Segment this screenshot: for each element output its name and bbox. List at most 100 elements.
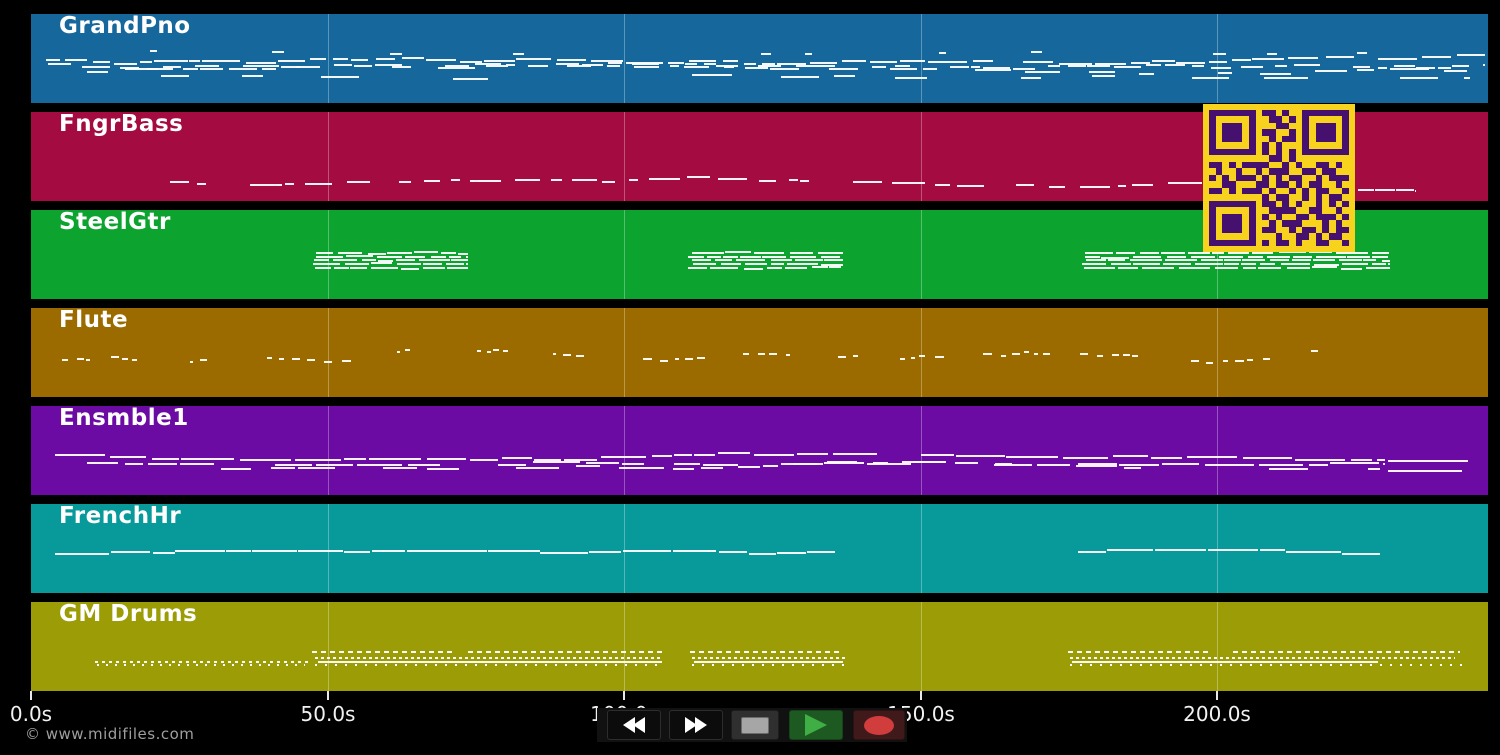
note-segment xyxy=(1311,350,1318,352)
note-segment xyxy=(602,181,615,183)
note-segment xyxy=(763,465,778,467)
note-segment xyxy=(608,62,622,64)
note-segment xyxy=(1330,462,1379,464)
note-segment xyxy=(796,65,835,67)
note-segment xyxy=(1133,256,1161,258)
note-segment xyxy=(740,256,761,258)
note-segment xyxy=(1124,467,1141,469)
note-segment xyxy=(148,463,177,465)
note-segment xyxy=(1078,463,1117,465)
note-segment xyxy=(1342,553,1380,555)
note-segment xyxy=(1168,182,1202,184)
note-segment xyxy=(399,181,411,183)
note-segment xyxy=(310,58,326,60)
note-segment xyxy=(1195,263,1223,265)
note-segment xyxy=(441,252,456,254)
note-segment xyxy=(1001,355,1006,357)
note-segment xyxy=(1260,73,1291,75)
record-button[interactable] xyxy=(853,710,905,740)
note-segment xyxy=(1179,267,1210,269)
note-segment xyxy=(458,253,468,255)
note-segment xyxy=(125,463,143,465)
note-segment xyxy=(928,61,967,63)
note-segment xyxy=(781,463,823,465)
note-segment xyxy=(271,467,295,469)
note-segment xyxy=(82,66,110,68)
note-segment xyxy=(427,468,459,470)
note-segment xyxy=(324,361,332,363)
note-segment xyxy=(983,67,1010,69)
note-segment xyxy=(1223,360,1228,362)
note-segment xyxy=(870,61,897,63)
note-segment xyxy=(971,66,980,68)
note-segment xyxy=(419,259,450,261)
note-segment xyxy=(824,462,864,464)
gridline xyxy=(1217,14,1218,103)
drum-pattern-row xyxy=(1233,651,1460,653)
note-segment xyxy=(649,178,680,180)
transport-bar xyxy=(597,708,907,742)
note-segment xyxy=(307,359,315,361)
note-segment xyxy=(668,62,684,64)
axis-tick xyxy=(623,691,625,700)
note-segment xyxy=(789,179,798,181)
gridline xyxy=(1217,308,1218,397)
note-segment xyxy=(829,68,858,70)
note-segment xyxy=(392,66,411,68)
note-segment xyxy=(660,360,668,362)
note-segment xyxy=(842,60,866,62)
axis-tick xyxy=(30,691,32,700)
note-segment xyxy=(1372,263,1386,265)
note-segment xyxy=(1260,549,1285,551)
note-segment xyxy=(316,256,343,258)
note-segment xyxy=(619,467,664,469)
track-label: GrandPno xyxy=(59,14,191,39)
note-segment xyxy=(189,60,200,62)
note-segment xyxy=(790,256,816,258)
fast-forward-button[interactable] xyxy=(669,710,723,740)
note-segment xyxy=(484,60,515,62)
note-segment xyxy=(890,68,917,70)
gridline xyxy=(624,602,625,691)
note-segment xyxy=(551,179,562,181)
note-segment xyxy=(1242,259,1265,261)
note-segment xyxy=(314,259,329,261)
note-segment xyxy=(1023,61,1053,63)
note-segment xyxy=(1347,256,1370,258)
track-label: GM Drums xyxy=(59,602,198,627)
note-segment xyxy=(873,462,888,464)
note-segment xyxy=(369,458,421,460)
note-segment xyxy=(1281,263,1310,265)
axis-tick xyxy=(920,691,922,700)
note-segment xyxy=(451,179,460,181)
note-segment xyxy=(344,458,366,460)
stop-button[interactable] xyxy=(731,710,779,740)
note-segment xyxy=(725,251,751,253)
rewind-button[interactable] xyxy=(607,710,661,740)
note-segment xyxy=(975,69,1011,71)
note-segment xyxy=(1243,457,1292,459)
note-segment xyxy=(785,267,807,269)
note-segment xyxy=(344,551,370,553)
note-segment xyxy=(534,459,561,461)
play-button[interactable] xyxy=(789,710,843,740)
note-segment xyxy=(983,353,992,355)
note-segment xyxy=(1372,256,1388,258)
gridline xyxy=(624,504,625,593)
track-band-grandpno: GrandPno xyxy=(31,14,1488,103)
note-segment xyxy=(1205,464,1254,466)
note-segment xyxy=(853,355,858,357)
note-segment xyxy=(285,183,294,185)
note-segment xyxy=(805,53,812,55)
note-segment xyxy=(704,63,716,65)
note-segment xyxy=(93,61,110,63)
note-segment xyxy=(973,60,993,62)
note-segment xyxy=(242,75,263,77)
note-segment xyxy=(911,357,915,359)
note-segment xyxy=(1357,69,1374,71)
note-segment xyxy=(1131,62,1150,64)
note-segment xyxy=(1288,57,1318,59)
note-segment xyxy=(321,76,359,78)
note-segment xyxy=(390,53,402,55)
note-segment xyxy=(516,467,559,469)
